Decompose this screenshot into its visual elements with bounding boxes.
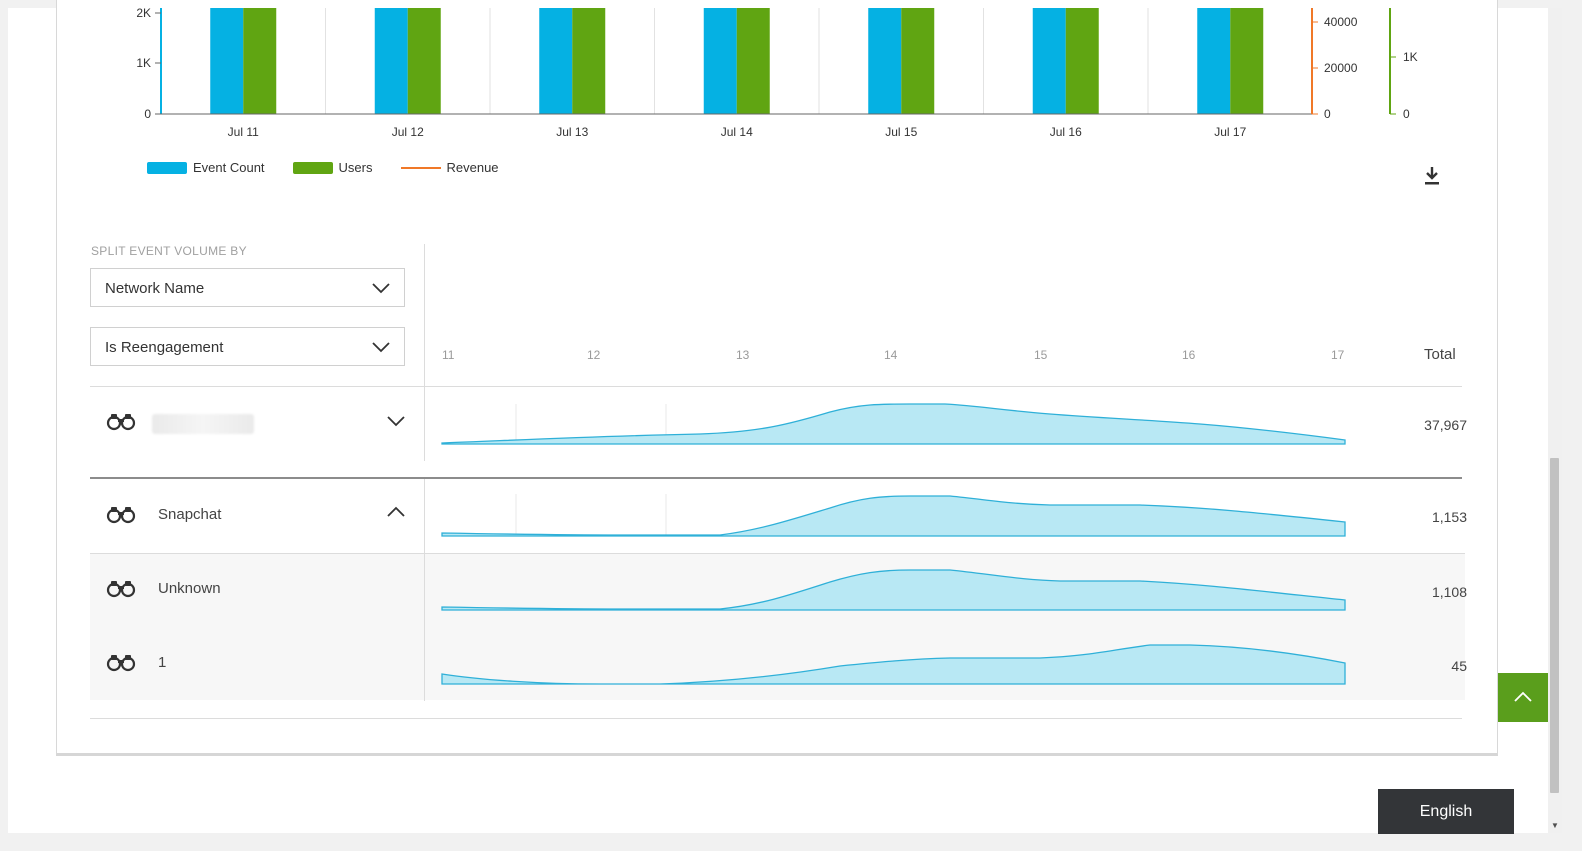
y-left-tick-label: 1K bbox=[136, 56, 151, 70]
chevron-down-icon[interactable] bbox=[387, 415, 405, 427]
spark-axis-tick: 16 bbox=[1182, 348, 1196, 362]
bar-users bbox=[407, 8, 441, 114]
chart-grid bbox=[325, 8, 1149, 114]
is-reengagement-dropdown[interactable]: Is Reengagement bbox=[90, 327, 405, 366]
row-divider bbox=[90, 553, 1465, 554]
spark-axis-tick: 13 bbox=[736, 348, 750, 362]
split-by-label: SPLIT EVENT VOLUME BY bbox=[91, 244, 247, 258]
bar-event-count bbox=[1032, 8, 1066, 114]
group-divider bbox=[90, 477, 1462, 479]
spark-axis-tick: 12 bbox=[587, 348, 601, 362]
row-total: 45 bbox=[1451, 658, 1467, 674]
expanded-row-background bbox=[90, 553, 1465, 700]
network-name-dropdown-value: Network Name bbox=[105, 280, 205, 297]
row-total: 37,967 bbox=[1424, 417, 1467, 433]
column-divider bbox=[424, 478, 425, 701]
y-right2-tick-label: 1K bbox=[1403, 50, 1418, 64]
row-label-unknown: Unknown bbox=[158, 580, 221, 597]
y-right2-tick-label: 0 bbox=[1403, 107, 1410, 121]
chart-legend: Event Count Users Revenue bbox=[147, 160, 527, 175]
x-tick-label: Jul 17 bbox=[1214, 125, 1246, 139]
binoculars-icon bbox=[106, 655, 136, 672]
row-label-1: 1 bbox=[158, 654, 167, 671]
bar-event-count bbox=[374, 8, 408, 114]
chart-x-labels: Jul 11 Jul 12 Jul 13 Jul 14 Jul 15 Jul 16 Jul … bbox=[228, 125, 1247, 139]
bar-event-count bbox=[868, 8, 902, 114]
bar-event-count bbox=[539, 8, 573, 114]
scrollbar-thumb[interactable] bbox=[1550, 458, 1559, 793]
legend-users[interactable]: Users bbox=[292, 160, 373, 175]
legend-label-revenue: Revenue bbox=[446, 160, 499, 175]
spark-axis-tick: 17 bbox=[1331, 348, 1345, 362]
download-icon[interactable] bbox=[1422, 165, 1442, 187]
network-name-dropdown[interactable]: Network Name bbox=[90, 268, 405, 307]
x-tick-label: Jul 12 bbox=[392, 125, 424, 139]
spark-axis-tick: 15 bbox=[1034, 348, 1048, 362]
chevron-down-icon bbox=[372, 283, 390, 294]
header-divider bbox=[90, 386, 1462, 387]
binoculars-icon bbox=[106, 414, 136, 431]
is-reengagement-dropdown-value: Is Reengagement bbox=[105, 339, 224, 356]
binoculars-icon bbox=[106, 507, 136, 524]
row-label-snapchat: Snapchat bbox=[158, 506, 222, 523]
x-tick-label: Jul 11 bbox=[228, 125, 259, 139]
y-left-tick-label: 2K bbox=[136, 6, 151, 20]
x-tick-label: Jul 16 bbox=[1050, 125, 1082, 139]
legend-revenue[interactable]: Revenue bbox=[400, 160, 499, 175]
chevron-up-icon[interactable] bbox=[387, 506, 405, 518]
bar-users bbox=[572, 8, 606, 114]
bar-event-count bbox=[210, 8, 244, 114]
bar-event-count bbox=[1197, 8, 1231, 114]
language-button[interactable]: English bbox=[1378, 789, 1514, 834]
binoculars-icon bbox=[106, 581, 136, 598]
y-left-tick-label: 0 bbox=[144, 107, 151, 121]
legend-label-users: Users bbox=[338, 160, 373, 175]
y-right1-tick-label: 40000 bbox=[1324, 15, 1358, 29]
chart-y-ticks: 0 1K 2K 0 20000 40000 0 1K bbox=[136, 6, 1417, 121]
bar-event-count bbox=[703, 8, 737, 114]
bar-users bbox=[1230, 8, 1264, 114]
chevron-down-icon bbox=[372, 342, 390, 353]
redacted-network-name bbox=[152, 414, 254, 434]
page-scrollbar[interactable]: ▼ bbox=[1548, 8, 1562, 833]
legend-swatch-users bbox=[292, 161, 333, 174]
x-tick-label: Jul 14 bbox=[721, 125, 753, 139]
total-column-header: Total bbox=[1424, 346, 1456, 363]
scroll-down-arrow-icon[interactable]: ▼ bbox=[1551, 821, 1559, 830]
chart-bars bbox=[210, 8, 1264, 114]
bar-users bbox=[736, 8, 770, 114]
spark-axis-tick: 14 bbox=[884, 348, 898, 362]
spark-axis-tick: 11 bbox=[442, 348, 455, 362]
legend-swatch-revenue bbox=[400, 166, 441, 169]
bar-users bbox=[901, 8, 935, 114]
row-total: 1,153 bbox=[1431, 509, 1467, 525]
legend-label-event-count: Event Count bbox=[193, 160, 265, 175]
event-chart: Jul 11 Jul 12 Jul 13 Jul 14 Jul 15 Jul 16 Jul … bbox=[136, 6, 1417, 139]
x-tick-label: Jul 15 bbox=[885, 125, 917, 139]
row-total: 1,108 bbox=[1431, 584, 1467, 600]
y-right1-tick-label: 0 bbox=[1324, 107, 1331, 121]
chevron-up-icon bbox=[1514, 691, 1532, 702]
bar-users bbox=[1065, 8, 1099, 114]
chart-axes bbox=[160, 8, 1391, 115]
table-bottom-divider bbox=[90, 718, 1462, 719]
legend-swatch-event-count bbox=[147, 161, 187, 174]
bar-users bbox=[243, 8, 277, 114]
legend-event-count[interactable]: Event Count bbox=[147, 160, 265, 175]
y-right1-tick-label: 20000 bbox=[1324, 61, 1358, 75]
back-to-top-button[interactable] bbox=[1498, 673, 1548, 722]
x-tick-label: Jul 13 bbox=[556, 125, 588, 139]
column-divider bbox=[424, 244, 425, 461]
